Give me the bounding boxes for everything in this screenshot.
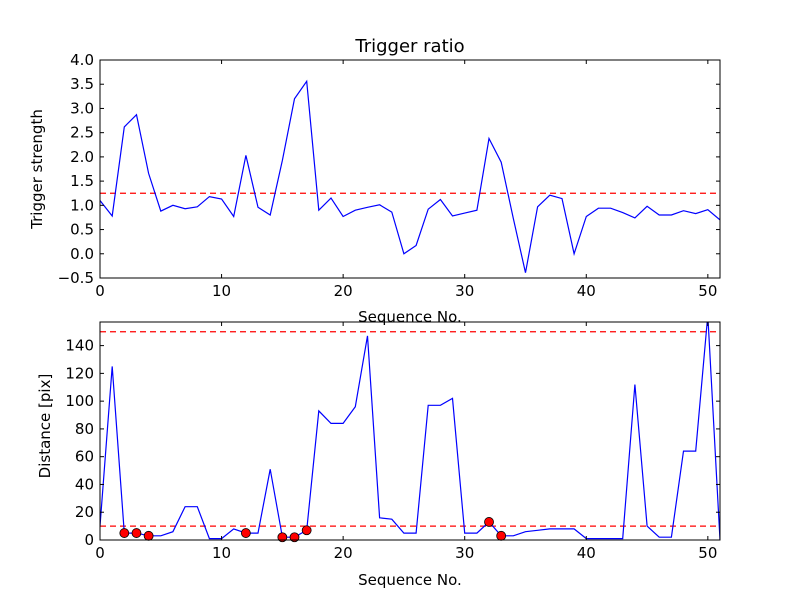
y-tick-labels: 0 20 40 60 80 100 120 140 bbox=[65, 337, 720, 549]
y-tick-labels: −0.5 0.0 0.5 1.0 1.5 2.0 2.5 3.0 3.5 4.0 bbox=[58, 51, 720, 287]
data-point-marker bbox=[131, 528, 142, 538]
axes-frame bbox=[99, 59, 721, 279]
plot-area bbox=[100, 79, 720, 273]
y-tick-label: 0.0 bbox=[70, 245, 94, 263]
y-tick-label: 100 bbox=[65, 392, 94, 410]
series-line bbox=[100, 79, 720, 273]
series-line bbox=[100, 322, 720, 540]
data-point-marker bbox=[240, 528, 251, 538]
x-tick-label: 50 bbox=[698, 282, 717, 300]
trigger-ratio-plot: Trigger ratio 0 10 20 30 40 50 −0.5 0.0 0.5 1.0 1… bbox=[28, 36, 721, 326]
data-point-marker bbox=[301, 525, 312, 536]
x-axis-label: Sequence No. bbox=[358, 571, 462, 589]
y-tick-label: −0.5 bbox=[58, 269, 94, 287]
y-tick-label: 140 bbox=[65, 337, 94, 355]
axes-frame bbox=[99, 321, 721, 541]
y-tick-label: 120 bbox=[65, 364, 94, 382]
y-tick-label: 1.0 bbox=[70, 196, 94, 214]
data-point-marker bbox=[289, 532, 300, 543]
plot-area bbox=[100, 322, 720, 543]
x-axis-label: Sequence No. bbox=[358, 308, 462, 326]
x-tick-label: 30 bbox=[455, 282, 474, 300]
x-tick-label: 40 bbox=[577, 544, 596, 562]
y-tick-label: 3.5 bbox=[70, 75, 94, 93]
data-point-marker bbox=[484, 517, 494, 527]
y-tick-label: 4.0 bbox=[70, 51, 94, 69]
y-tick-label: 80 bbox=[75, 420, 94, 438]
x-tick-label: 50 bbox=[698, 544, 717, 562]
y-tick-label: 40 bbox=[75, 475, 94, 493]
y-axis-label: Trigger strength bbox=[28, 109, 46, 230]
y-tick-label: 0 bbox=[84, 531, 94, 549]
y-tick-label: 20 bbox=[75, 503, 94, 521]
x-tick-label: 0 bbox=[95, 544, 105, 562]
data-point-marker bbox=[496, 530, 507, 541]
x-tick-label: 20 bbox=[334, 282, 353, 300]
y-tick-label: 1.5 bbox=[70, 172, 94, 190]
x-tick-label: 10 bbox=[212, 282, 231, 300]
y-tick-label: 60 bbox=[75, 448, 94, 466]
x-tick-labels: 0 10 20 30 40 50 bbox=[95, 60, 717, 300]
x-tick-label: 20 bbox=[334, 544, 353, 562]
series-group bbox=[100, 322, 720, 540]
distance-plot: 0 10 20 30 40 50 0 20 40 60 80 100 120 140 Sequence … bbox=[36, 321, 721, 589]
y-tick-label: 2.5 bbox=[70, 124, 94, 142]
y-tick-label: 2.0 bbox=[70, 148, 94, 166]
x-tick-labels: 0 10 20 30 40 50 bbox=[95, 322, 717, 562]
data-point-marker bbox=[119, 528, 130, 538]
x-tick-label: 0 bbox=[95, 282, 105, 300]
x-tick-label: 30 bbox=[455, 544, 474, 562]
data-point-marker bbox=[143, 530, 154, 541]
y-tick-label: 3.0 bbox=[70, 99, 94, 117]
chart-title: Trigger ratio bbox=[354, 36, 464, 57]
series-group bbox=[100, 79, 720, 273]
y-tick-label: 0.5 bbox=[70, 221, 94, 239]
x-tick-label: 40 bbox=[577, 282, 596, 300]
y-axis-label: Distance [pix] bbox=[36, 374, 54, 479]
data-point-marker bbox=[277, 532, 288, 543]
x-tick-label: 10 bbox=[212, 544, 231, 562]
